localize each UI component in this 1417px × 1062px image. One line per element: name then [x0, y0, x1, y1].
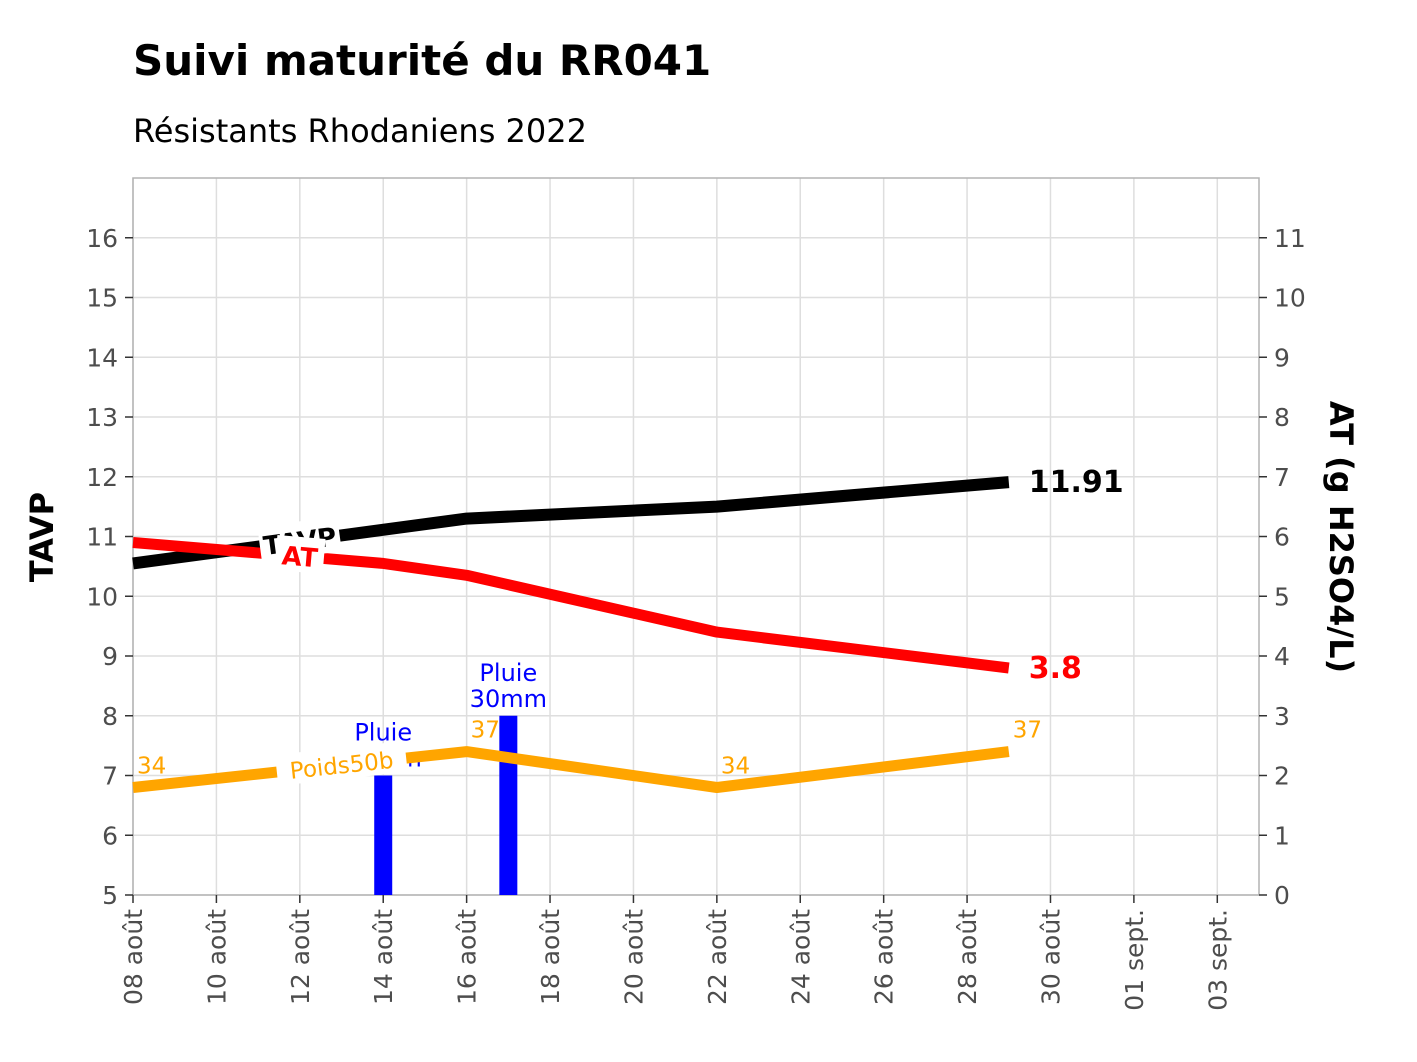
y-left-tick-label: 12: [86, 463, 118, 492]
y-right-tick-label: 1: [1274, 821, 1290, 850]
y-left-tick-label: 14: [86, 343, 118, 372]
rain-label-bottom: 30mm: [470, 685, 547, 713]
y-right-tick-label: 11: [1274, 224, 1306, 253]
x-tick-label: 24 août: [786, 909, 815, 1005]
y-right-tick-label: 4: [1274, 642, 1290, 671]
y-left-tick-label: 8: [102, 702, 118, 731]
y-left-tick-label: 9: [102, 642, 118, 671]
series-label-backing: [275, 740, 408, 786]
y-left-tick-label: 10: [86, 582, 118, 611]
chart-title: Suivi maturité du RR041: [133, 36, 711, 85]
axes: 08 août 10 août 12 août 14 août 16 août 18 ao…: [86, 224, 1306, 1011]
poids-point-label: 34: [721, 753, 750, 779]
y-left-tick-label: 16: [86, 224, 118, 253]
y-left-tick-label: 11: [86, 523, 118, 552]
rain-label-top: Pluie: [479, 659, 537, 687]
y-left-tick-label: 6: [102, 821, 118, 850]
series-inline-label-poids50b: Poids50b: [275, 740, 408, 786]
grid: [132, 178, 1259, 896]
series-label-backing: [274, 534, 326, 574]
series-line-poids50b: [132, 746, 1010, 793]
x-tick-label: 28 août: [953, 909, 982, 1005]
rain-bar: [374, 775, 393, 895]
rain-bars: Pluie18mmPluie30mm: [345, 659, 547, 895]
series-label-text: AT: [281, 541, 319, 574]
x-tick-label: 08 août: [119, 909, 148, 1005]
x-tick-label: 03 sept.: [1203, 909, 1232, 1011]
x-tick-label: 01 sept.: [1120, 909, 1149, 1011]
poids-point-label: 37: [471, 718, 500, 744]
poids-point-label: 34: [137, 753, 166, 779]
y-left-tick-label: 15: [86, 284, 118, 313]
x-tick-label: 26 août: [870, 909, 899, 1005]
x-tick-label: 12 août: [286, 909, 315, 1005]
y-right-tick-label: 5: [1274, 582, 1290, 611]
y-left-tick-label: 7: [102, 762, 118, 791]
x-tick-label: 18 août: [536, 909, 565, 1005]
y-axis-left-title: TAVP: [23, 492, 61, 582]
y-right-tick-label: 9: [1274, 343, 1290, 372]
series-end-label-tavp: 11.91: [1029, 465, 1124, 500]
y-axis-right-title: AT (g H2SO4/L): [1322, 401, 1360, 673]
x-tick-label: 30 août: [1036, 909, 1065, 1005]
x-tick-label: 10 août: [202, 909, 231, 1005]
y-right-tick-label: 8: [1274, 403, 1290, 432]
rain-bar: [499, 715, 518, 895]
y-right-tick-label: 0: [1274, 881, 1290, 910]
x-tick-label: 16 août: [453, 909, 482, 1005]
x-tick-label: 14 août: [369, 909, 398, 1005]
poids-point-label: 37: [1013, 718, 1042, 744]
y-left-tick-label: 5: [102, 881, 118, 910]
chart-subtitle: Résistants Rhodaniens 2022: [133, 112, 587, 150]
series-inline-label-at: AT: [274, 534, 326, 574]
series-end-label-at: 3.8: [1029, 651, 1082, 686]
y-right-tick-label: 7: [1274, 463, 1290, 492]
x-tick-label: 20 août: [619, 909, 648, 1005]
y-right-tick-label: 3: [1274, 702, 1290, 731]
y-right-tick-label: 2: [1274, 762, 1290, 791]
x-tick-label: 22 août: [703, 909, 732, 1005]
y-right-tick-label: 10: [1274, 284, 1306, 313]
y-left-tick-label: 13: [86, 403, 118, 432]
y-right-tick-label: 6: [1274, 523, 1290, 552]
